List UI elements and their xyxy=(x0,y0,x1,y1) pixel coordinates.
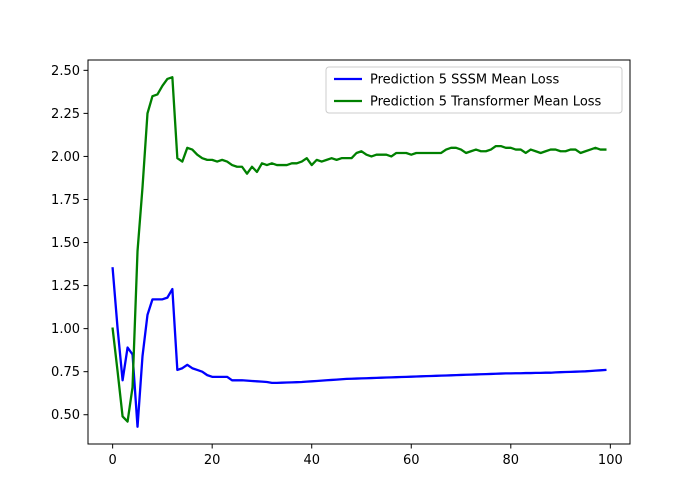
y-tick-label: 1.25 xyxy=(51,279,80,294)
plot-area xyxy=(88,60,630,444)
y-tick-label: 1.50 xyxy=(51,236,80,251)
axes-frame xyxy=(87,59,631,445)
y-tick-label: 1.75 xyxy=(51,193,80,208)
y-tick-label: 1.00 xyxy=(51,322,80,337)
series-layer xyxy=(111,76,607,428)
legend: Prediction 5 SSSM Mean Loss Prediction 5 … xyxy=(325,66,623,114)
y-tick-label: 0.50 xyxy=(51,408,80,423)
y-tick-label: 2.00 xyxy=(51,150,80,165)
axes-layer: 0 20 40 60 80 100 0.50 0.75 1.00 1.25 1.50 1.75 2.00… xyxy=(51,59,631,468)
y-tick-label: 2.25 xyxy=(51,107,80,122)
legend-box xyxy=(325,66,623,114)
x-tick-label: 20 xyxy=(204,453,221,468)
y-tick-label: 0.75 xyxy=(51,365,80,380)
series-line-2 xyxy=(111,76,607,423)
x-tick-label: 60 xyxy=(403,453,420,468)
x-tick-label: 0 xyxy=(108,453,116,468)
legend-label-1: Prediction 5 SSSM Mean Loss xyxy=(370,73,560,88)
x-tick-label: 80 xyxy=(503,453,520,468)
legend-label-2: Prediction 5 Transformer Mean Loss xyxy=(370,95,602,110)
x-tick-label: 40 xyxy=(303,453,320,468)
series-line-1 xyxy=(111,267,607,428)
x-tick-label: 100 xyxy=(598,453,623,468)
y-tick-label: 2.50 xyxy=(51,64,80,79)
